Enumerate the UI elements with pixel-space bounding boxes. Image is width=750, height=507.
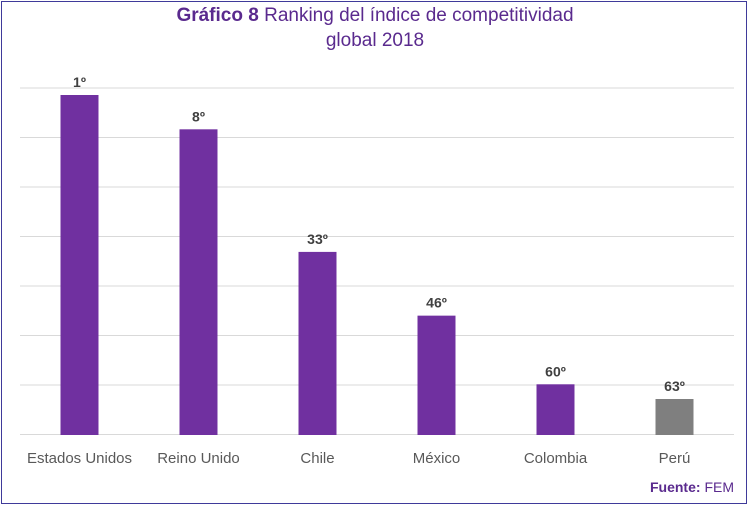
source-note: Fuente: FEM bbox=[650, 479, 734, 495]
bar-reino-unido bbox=[179, 129, 218, 436]
category-label: Estados Unidos bbox=[27, 450, 132, 467]
category-label: Reino Unido bbox=[157, 450, 240, 467]
data-label: 46º bbox=[426, 295, 447, 311]
bar-colombia bbox=[536, 384, 575, 435]
category-label: Perú bbox=[659, 450, 691, 467]
data-label: 8º bbox=[192, 108, 205, 124]
data-label: 63º bbox=[664, 378, 685, 394]
bar-chile bbox=[298, 251, 337, 435]
category-label: México bbox=[413, 450, 461, 467]
source-label: Fuente: bbox=[649, 479, 701, 495]
chart-title: Gráfico 8 Ranking del índice de competit… bbox=[0, 3, 750, 53]
chart-title-lead: Gráfico 8 bbox=[176, 5, 259, 26]
chart-title-text: Ranking del índice de competitividad bbox=[264, 5, 574, 26]
source-value: FEM bbox=[704, 479, 734, 495]
category-label: Chile bbox=[300, 450, 334, 467]
gridlines bbox=[20, 87, 734, 435]
chart-title-line2: global 2018 bbox=[325, 30, 425, 51]
data-label: 33º bbox=[307, 231, 328, 247]
bars bbox=[60, 95, 694, 436]
category-label: Colombia bbox=[524, 450, 588, 467]
bar-estados-unidos bbox=[60, 95, 99, 435]
bar-perú bbox=[655, 399, 694, 435]
category-labels: Estados Unidos Reino Unido Chile México Colo… bbox=[27, 450, 690, 467]
bar-méxico bbox=[417, 315, 456, 435]
data-label: 60º bbox=[545, 363, 566, 379]
data-label: 1º bbox=[73, 74, 86, 90]
data-labels: 1º 8º 33º 46º 60º 63º bbox=[73, 74, 685, 394]
